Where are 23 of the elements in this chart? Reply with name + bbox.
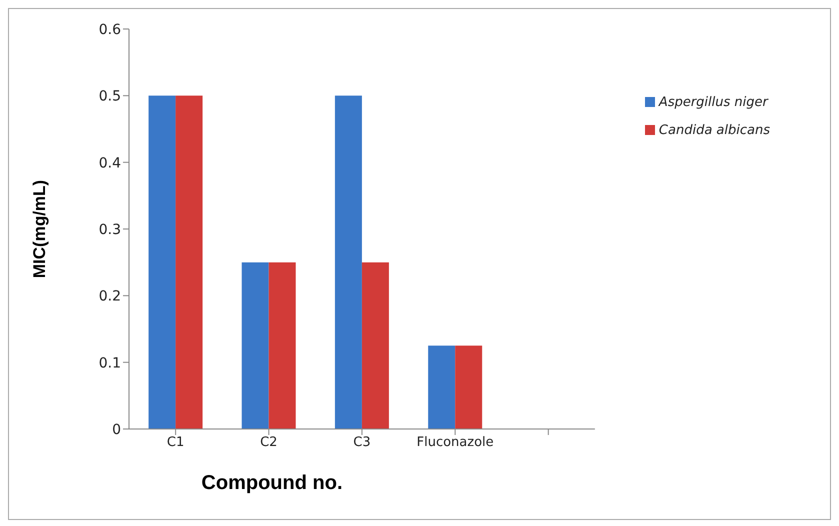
x-tick-label: C1 [166,435,184,450]
bar [334,96,362,429]
bar [176,96,203,429]
legend-label: Aspergillus niger [658,95,768,110]
y-tick-label: 0.6 [98,22,122,38]
y-tick-label: 0 [112,422,121,438]
bar [268,262,296,429]
y-tick-label: 0.1 [98,355,121,372]
bar [242,262,269,429]
x-tick-label: C2 [260,435,278,450]
y-tick-label: 0.5 [98,88,121,105]
bar [148,96,176,429]
x-axis-title: Compound no. [201,472,342,494]
y-tick-label: 0.2 [98,288,121,305]
bar [428,346,456,429]
y-axis-title: MIC(mg/mL) [30,180,50,278]
x-tick-label: C3 [353,435,371,450]
x-tick-label: Fluconazole [416,435,494,450]
bar [455,346,482,429]
legend-label: Candida albicans [658,123,770,138]
y-tick-label: 0.3 [98,222,121,238]
y-tick-label: 0.4 [98,155,122,172]
bar [362,262,389,429]
